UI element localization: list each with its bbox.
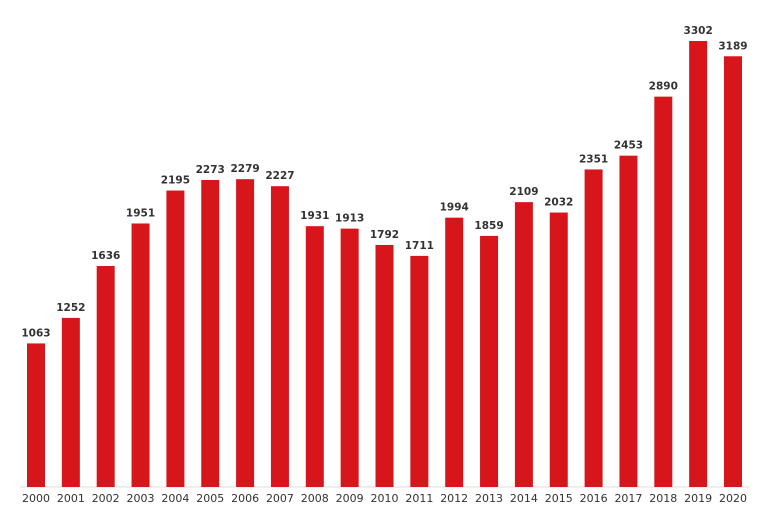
bar xyxy=(584,169,603,488)
value-label: 1711 xyxy=(405,240,434,252)
bar xyxy=(724,56,742,487)
bar xyxy=(375,244,394,487)
x-tick-label: 2012 xyxy=(440,492,468,505)
value-label: 1636 xyxy=(91,250,120,262)
bar xyxy=(131,223,150,487)
value-label: 1859 xyxy=(474,220,503,232)
bar xyxy=(305,226,324,488)
x-tick-label: 2020 xyxy=(719,492,747,505)
bar xyxy=(514,202,533,487)
bar xyxy=(27,343,45,487)
value-label: 2109 xyxy=(509,186,538,198)
x-tick-label: 2005 xyxy=(196,492,224,505)
x-tick-label: 2011 xyxy=(405,492,433,505)
value-label: 2890 xyxy=(649,81,678,93)
x-tick-label: 2003 xyxy=(127,492,155,505)
bar xyxy=(480,235,499,487)
value-label: 1252 xyxy=(56,302,85,314)
bar xyxy=(340,228,359,487)
value-label: 3189 xyxy=(718,40,747,52)
value-label: 1994 xyxy=(440,202,469,214)
x-tick-label: 2017 xyxy=(614,492,642,505)
x-tick-label: 2001 xyxy=(57,492,85,505)
bar xyxy=(619,155,638,487)
value-label: 2273 xyxy=(196,164,225,176)
bar xyxy=(445,217,464,487)
value-label: 1913 xyxy=(335,213,364,225)
x-tick-label: 2018 xyxy=(649,492,677,505)
x-tick-label: 2016 xyxy=(580,492,608,505)
x-tick-label: 2019 xyxy=(684,492,712,505)
value-label: 2227 xyxy=(265,170,294,182)
x-tick-label: 2015 xyxy=(545,492,573,505)
x-tick-label: 2006 xyxy=(231,492,259,505)
bar xyxy=(96,266,115,487)
bar xyxy=(549,212,568,488)
bar xyxy=(236,179,255,487)
value-label: 1063 xyxy=(21,327,50,339)
x-tick-label: 2009 xyxy=(336,492,364,505)
x-tick-label: 2007 xyxy=(266,492,294,505)
x-tick-label: 2013 xyxy=(475,492,503,505)
x-tick-label: 2010 xyxy=(371,492,399,505)
value-label: 2453 xyxy=(614,140,643,152)
x-tick-label: 2000 xyxy=(22,492,50,505)
x-tick-label: 2004 xyxy=(161,492,189,505)
value-label: 2195 xyxy=(161,175,190,187)
value-label: 2351 xyxy=(579,153,608,165)
x-tick-label: 2002 xyxy=(92,492,120,505)
bar xyxy=(689,41,708,487)
x-tick-label: 2014 xyxy=(510,492,538,505)
value-label: 1951 xyxy=(126,207,155,219)
bar xyxy=(270,186,289,487)
bar xyxy=(166,190,185,488)
value-label: 3302 xyxy=(684,25,713,37)
value-label: 1792 xyxy=(370,229,399,241)
bar xyxy=(654,96,673,488)
bar xyxy=(201,179,220,487)
bar xyxy=(410,255,429,487)
x-tick-label: 2008 xyxy=(301,492,329,505)
value-label: 2032 xyxy=(544,197,573,209)
value-label: 1931 xyxy=(300,210,329,222)
value-label: 2279 xyxy=(230,163,259,175)
bar xyxy=(61,317,80,487)
